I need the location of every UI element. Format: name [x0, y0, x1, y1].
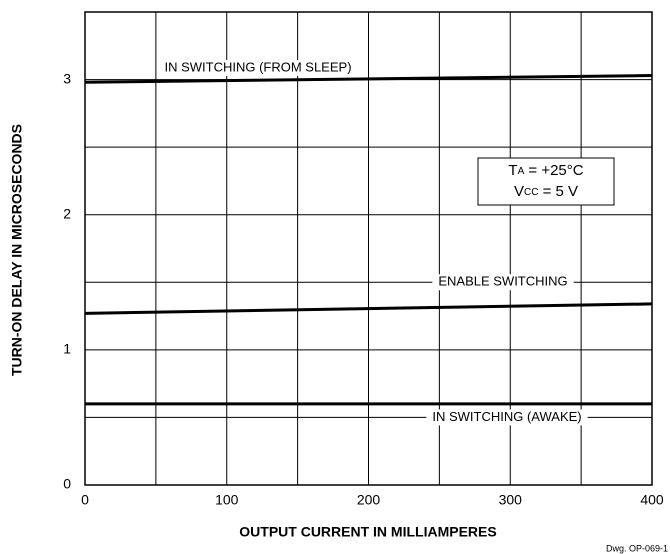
condition-symbol: V	[514, 183, 524, 200]
x-tick-label: 400	[640, 492, 664, 508]
condition-subscript: CC	[524, 187, 538, 198]
x-axis-label: OUTPUT CURRENT IN MILLIAMPERES	[239, 524, 496, 540]
series-label: IN SWITCHING (FROM SLEEP)	[164, 59, 351, 74]
x-tick-label: 100	[215, 492, 239, 508]
label-background	[158, 60, 358, 76]
y-axis-label: TURN-ON DELAY IN MICROSECONDS	[9, 124, 25, 376]
series-label: IN SWITCHING (AWAKE)	[432, 409, 581, 424]
data-line	[84, 74, 653, 84]
y-tick-label: 2	[63, 205, 71, 221]
label-background	[426, 409, 588, 426]
condition: TA = +25°C	[508, 162, 583, 179]
x-tick-label: 200	[357, 492, 381, 508]
data-line	[84, 302, 653, 315]
conditions-box	[477, 157, 615, 206]
x-tick-label: 0	[81, 492, 89, 508]
x-tick-label: 300	[499, 492, 523, 508]
y-tick-label: 1	[63, 341, 71, 357]
label-background	[432, 274, 574, 291]
plot-frame	[84, 11, 653, 486]
condition-symbol: T	[508, 162, 517, 179]
y-tick-label: 0	[63, 476, 71, 492]
y-tick-label: 3	[63, 70, 71, 86]
condition: VCC = 5 V	[514, 183, 578, 200]
condition-subscript: A	[518, 166, 525, 177]
condition-value: = +25°C	[524, 162, 584, 179]
footnote: Dwg. OP-069-1	[606, 543, 668, 553]
series-label: ENABLE SWITCHING	[438, 274, 567, 289]
condition-value: = 5 V	[538, 183, 578, 200]
